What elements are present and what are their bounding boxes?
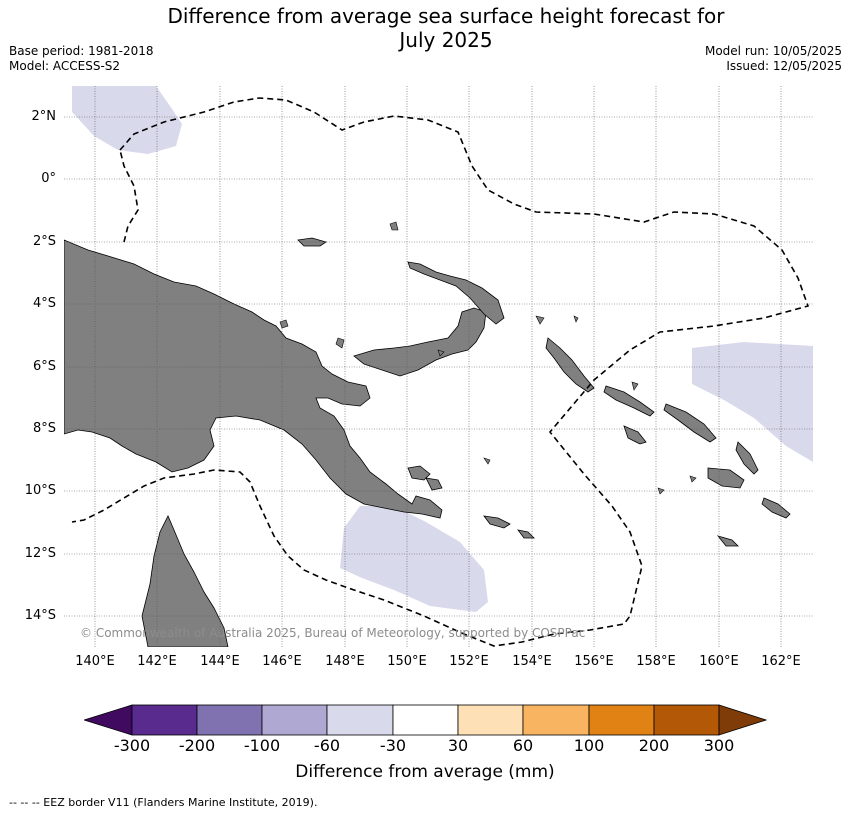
lon-label: 162°E: [761, 654, 801, 669]
eez-borders: [71, 97, 810, 647]
colorbar-tick: 30: [447, 736, 469, 755]
lon-label: 156°E: [574, 654, 614, 669]
eez-png-west: [119, 149, 139, 243]
map-panel: [64, 86, 813, 647]
map-svg: [64, 86, 813, 647]
lon-label: 148°E: [325, 654, 365, 669]
meta-right: Model run: 10/05/2025 Issued: 12/05/2025: [705, 44, 842, 74]
colorbar-swatch: [457, 704, 524, 736]
model-run: Model run: 10/05/2025: [704, 44, 842, 58]
eez-footnote: -- -- -- EEZ border V11 (Flanders Marine…: [9, 796, 318, 809]
lon-label: 142°E: [137, 654, 177, 669]
anomaly-patch-north: [72, 86, 182, 154]
makira: [761, 497, 791, 519]
lat-label: 4°S: [32, 296, 56, 311]
chart-title: Difference from average sea surface heig…: [0, 4, 850, 52]
lat-label: 10°S: [24, 483, 56, 498]
guadalcanal: [707, 467, 745, 489]
bougainville: [545, 337, 595, 393]
lat-label: 6°S: [32, 359, 56, 374]
meta-left: Base period: 1981-2018 Model: ACCESS-S2: [9, 44, 154, 74]
colorbar-swatch: [196, 704, 263, 736]
louisiade-islands: [483, 515, 535, 539]
santa-isabel: [663, 403, 717, 443]
lon-label: 158°E: [636, 654, 676, 669]
colorbar-tick: -30: [379, 736, 407, 755]
dentrecasteaux-islands: [407, 465, 443, 491]
colorbar-swatch: [326, 704, 394, 736]
lon-label: 146°E: [262, 654, 302, 669]
lat-label: 8°S: [32, 421, 56, 436]
lat-label: 0°: [41, 171, 56, 186]
lon-label: 160°E: [699, 654, 739, 669]
colorbar-swatch: [84, 704, 133, 736]
colorbar-swatch: [131, 704, 198, 736]
colorbar-tick: -300: [113, 736, 151, 755]
anomaly-patch-east: [692, 342, 813, 462]
small-islands: [279, 221, 697, 495]
lat-label: 2°S: [32, 234, 56, 249]
graticule: [64, 86, 813, 647]
rennell-island: [716, 535, 739, 547]
malaita: [735, 441, 759, 475]
new-britain: [353, 307, 487, 377]
colorbar-swatch: [261, 704, 328, 736]
colorbar-tick: 60: [512, 736, 534, 755]
title-line-2: July 2025: [399, 28, 493, 52]
lon-label: 152°E: [449, 654, 489, 669]
new-georgia: [623, 425, 647, 445]
cape-york-peninsula: [141, 515, 229, 647]
colorbar-swatch: [392, 704, 459, 736]
colorbar-tick: 200: [638, 736, 670, 755]
colorbar: [84, 704, 768, 736]
new-guinea-landmass: [64, 239, 443, 519]
lon-label: 140°E: [75, 654, 115, 669]
copyright-notice: © Commonwealth of Australia 2025, Bureau…: [80, 626, 586, 640]
lat-label: 2°N: [31, 109, 57, 124]
colorbar-swatch: [522, 704, 590, 736]
model-name: Model: ACCESS-S2: [9, 59, 121, 73]
colorbar-tick: 100: [573, 736, 605, 755]
anomaly-patch-south: [340, 506, 488, 612]
lat-label: 14°S: [24, 608, 56, 623]
title-line-1: Difference from average sea surface heig…: [167, 4, 725, 28]
lat-label: 12°S: [24, 546, 56, 561]
colorbar-tick: -60: [313, 736, 341, 755]
lon-label: 154°E: [512, 654, 552, 669]
new-ireland: [407, 261, 505, 325]
choiseul: [603, 385, 655, 417]
issued-date: Issued: 12/05/2025: [726, 59, 842, 73]
colorbar-tick: -200: [178, 736, 216, 755]
lon-label: 150°E: [387, 654, 427, 669]
colorbar-swatch: [588, 704, 655, 736]
eez-png: [71, 97, 810, 647]
colorbar-tick: -100: [243, 736, 281, 755]
colorbar-swatch: [718, 704, 768, 736]
colorbar-label: Difference from average (mm): [295, 762, 555, 782]
colorbar-tick: 300: [703, 736, 735, 755]
colorbar-swatch: [653, 704, 720, 736]
base-period: Base period: 1981-2018: [9, 44, 154, 58]
lon-label: 144°E: [200, 654, 240, 669]
